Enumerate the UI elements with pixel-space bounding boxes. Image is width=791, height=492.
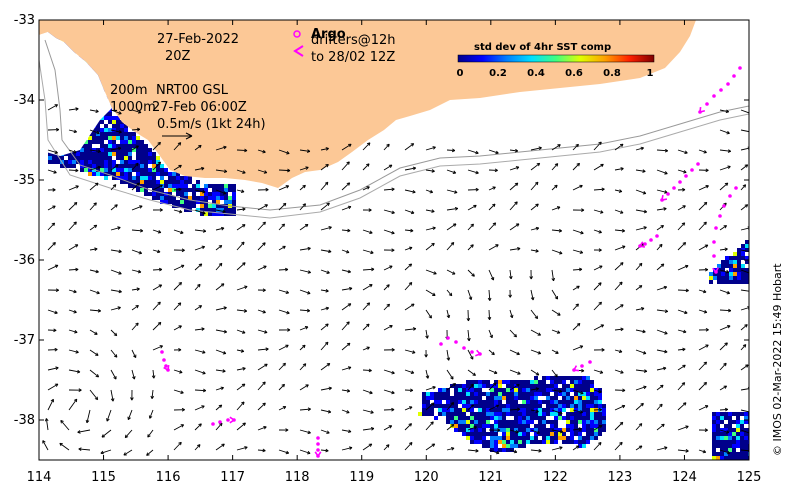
drifter-point (655, 234, 659, 238)
drifter-point (218, 420, 222, 424)
y-axis: -33 -34 -35 -36 -37 -38 (14, 13, 749, 428)
drifter-point (690, 168, 694, 172)
drifter-point (649, 238, 653, 242)
x-tick-label: 114 (27, 470, 52, 485)
drifter-point (732, 74, 736, 78)
drifter-point (718, 214, 722, 218)
x-tick-label: 116 (156, 470, 181, 485)
y-tick-label: -33 (14, 13, 35, 28)
x-tick-label: 120 (414, 470, 439, 485)
drifter-point (672, 186, 676, 190)
colorbar-tick-label: 0.4 (527, 68, 545, 79)
y-tick-label: -35 (14, 173, 35, 188)
colorbar-tick-label: 0 (457, 68, 464, 79)
argo-label: Argo (311, 27, 346, 42)
plot-frame (38, 19, 750, 461)
colorbar-gradient (457, 54, 655, 63)
drifter-point (162, 358, 166, 362)
drifter-point (684, 174, 688, 178)
drifter-point (738, 66, 742, 70)
drifter-arrow (229, 416, 236, 424)
drifter-point (712, 254, 716, 258)
drifter-point (722, 204, 726, 208)
drifter-point (734, 186, 738, 190)
colorbar-tick-label: 0.8 (603, 68, 621, 79)
drifter-arrow (699, 106, 706, 114)
drifters-label: drifters@12h (311, 33, 396, 48)
scale-label: 0.5m/s (1kt 24h) (157, 117, 266, 132)
drifters-to-label: to 28/02 12Z (311, 50, 395, 65)
colorbar-tick-label: 0.2 (489, 68, 507, 79)
x-axis: 114 115 116 117 118 119 120 121 122 123 124 125 (27, 20, 762, 485)
drifter-point (705, 102, 709, 106)
drifter-point (316, 442, 320, 446)
x-tick-label: 125 (737, 470, 762, 485)
x-tick-label: 118 (285, 470, 310, 485)
isobath-1000m (39, 59, 749, 219)
drifter-arrow (638, 241, 646, 248)
drifter-point (712, 94, 716, 98)
drifter-point (226, 418, 230, 422)
drifter-point (580, 364, 584, 368)
product-label: NRT00 GSL (156, 83, 229, 98)
drifter-arrow (314, 451, 322, 458)
depth-200-label: 200m (110, 83, 147, 98)
drifter-point (316, 448, 320, 452)
drifter-point (728, 194, 732, 198)
drifter-tracks (160, 66, 742, 458)
colorbar-title: std dev of 4hr SST comp (474, 42, 611, 53)
x-tick-label: 122 (543, 470, 568, 485)
drifter-point (454, 340, 458, 344)
y-tick-label: -36 (14, 253, 35, 268)
drifter-point (643, 242, 647, 246)
drifter-point (588, 360, 592, 364)
x-tick-label: 115 (91, 470, 116, 485)
drifter-arrow (572, 365, 580, 372)
drifter-point (164, 364, 168, 368)
drifter-point (316, 436, 320, 440)
drifter-point (726, 82, 730, 86)
argo-marker-icon (293, 30, 301, 38)
y-tick-label: -34 (14, 93, 35, 108)
depth-1000-label: 1000m (110, 100, 156, 115)
drifter-point (696, 162, 700, 166)
drifter-point (439, 342, 443, 346)
drifter-point (678, 180, 682, 184)
drifter-arrow (712, 267, 720, 274)
drifter-arrow-icon (293, 45, 304, 57)
drifter-point (719, 88, 723, 92)
colorbar: std dev of 4hr SST comp 0 0.2 0.4 0.6 0.8 1 (457, 42, 655, 79)
y-tick-label: -37 (14, 333, 35, 348)
drifter-arrow (163, 364, 170, 372)
time-label: 20Z (165, 49, 191, 64)
coastal-water (39, 32, 112, 156)
credit-label: © IMOS 02-Mar-2022 15:49 Hobart (771, 263, 784, 456)
drifter-point (160, 350, 164, 354)
isobath-200m (44, 39, 749, 211)
drifter-point (462, 346, 466, 350)
drifter-point (712, 240, 716, 244)
drifter-point (211, 422, 215, 426)
colorbar-tick-label: 0.6 (565, 68, 583, 79)
x-tick-label: 117 (220, 470, 245, 485)
colorbar-tick-label: 1 (647, 68, 654, 79)
y-tick-label: -38 (14, 413, 35, 428)
drifter-point (666, 192, 670, 196)
drifter-point (714, 226, 718, 230)
product-time-label: 27-Feb 06:00Z (152, 100, 247, 115)
drifter-arrow (660, 194, 668, 202)
x-tick-label: 121 (478, 470, 503, 485)
drifter-point (470, 350, 474, 354)
x-tick-label: 123 (607, 470, 632, 485)
drifter-point (446, 336, 450, 340)
date-label: 27-Feb-2022 (157, 32, 239, 47)
drifter-arrow (475, 349, 482, 357)
current-vectors (42, 104, 749, 456)
x-tick-label: 119 (349, 470, 374, 485)
scale-arrow (162, 132, 193, 140)
x-tick-label: 124 (672, 470, 697, 485)
